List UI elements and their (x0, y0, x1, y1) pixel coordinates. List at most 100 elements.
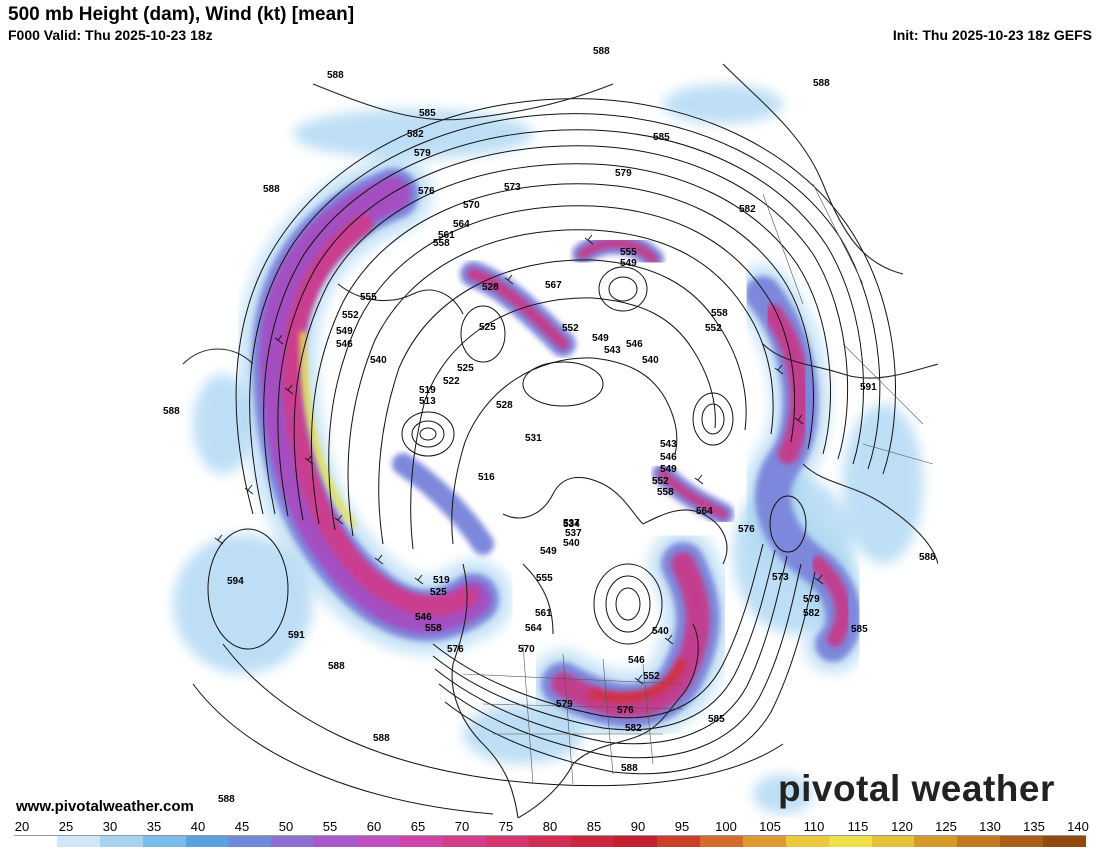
height-label: 588 (919, 552, 936, 563)
colorbar-swatch (185, 836, 229, 847)
map-graphic: 588 588 588 588 588 588 588 588 588 588 … (163, 46, 938, 818)
height-label: 588 (163, 406, 180, 417)
height-label: 540 (370, 355, 387, 366)
colorbar-swatch (442, 836, 486, 847)
colorbar-swatch (871, 836, 915, 847)
height-label: 576 (447, 644, 464, 655)
height-label: 585 (419, 108, 436, 119)
colorbar-swatch (742, 836, 786, 847)
colorbar-tick-label: 95 (674, 819, 690, 834)
colorbar-swatch (142, 836, 186, 847)
height-label: 588 (263, 184, 280, 195)
colorbar-tick-label: 120 (891, 819, 913, 834)
height-label: 537 (565, 528, 582, 539)
colorbar-swatch (271, 836, 315, 847)
height-label: 537 (563, 518, 580, 529)
colorbar-strip (14, 835, 1086, 847)
height-label: 519 (433, 575, 450, 586)
wind-colorbar: 20 25 30 35 40 45 50 55 60 65 70 75 80 85 90 95 100 105 11… (14, 818, 1089, 848)
height-label: 540 (563, 538, 580, 549)
height-contours (192, 98, 896, 815)
height-label: 576 (617, 705, 634, 716)
colorbar-swatch (399, 836, 443, 847)
valid-time: F000 Valid: Thu 2025-10-23 18z (8, 27, 213, 43)
colorbar-swatch (1043, 836, 1086, 847)
jet-stream-europe (733, 264, 874, 674)
colorbar-tick-label: 50 (278, 819, 294, 834)
colorbar-swatch (828, 836, 872, 847)
height-label: 576 (738, 524, 755, 535)
height-label: 591 (288, 630, 305, 641)
colorbar-swatch (571, 836, 615, 847)
map-title: 500 mb Height (dam), Wind (kt) [mean] (8, 4, 355, 25)
colorbar-tick-label: 115 (847, 819, 869, 834)
height-label: 555 (360, 292, 377, 303)
colorbar-tick-label: 20 (14, 819, 30, 834)
height-label: 552 (562, 323, 579, 334)
colorbar-swatch (528, 836, 572, 847)
height-label: 522 (443, 376, 460, 387)
height-label: 546 (626, 339, 643, 350)
colorbar-tick-label: 40 (190, 819, 206, 834)
colorbar-tick-label: 110 (803, 819, 825, 834)
height-label: 570 (518, 644, 535, 655)
height-label: 519 (419, 385, 436, 396)
colorbar-tick-label: 105 (759, 819, 781, 834)
website-url[interactable]: www.pivotalweather.com (16, 798, 194, 815)
colorbar-tick-label: 130 (979, 819, 1001, 834)
colorbar-swatch (700, 836, 743, 847)
height-label: 540 (652, 626, 669, 637)
height-label: 591 (860, 382, 877, 393)
colorbar-labels: 20 25 30 35 40 45 50 55 60 65 70 75 80 85 90 95 100 105 11… (14, 818, 1089, 834)
colorbar-tick-label: 85 (586, 819, 602, 834)
height-label: 558 (711, 308, 728, 319)
colorbar-tick-label: 60 (366, 819, 382, 834)
height-label: 552 (705, 323, 722, 334)
height-label: 561 (438, 230, 455, 241)
height-label: 549 (592, 333, 609, 344)
colorbar-tick-label: 65 (410, 819, 426, 834)
height-label: 555 (620, 247, 637, 258)
height-label: 588 (813, 78, 830, 89)
height-label: 588 (373, 733, 390, 744)
height-label: 513 (419, 396, 436, 407)
height-label: 555 (536, 573, 553, 584)
height-label: 525 (479, 322, 496, 333)
wind-barbs (214, 234, 824, 685)
jet-stream-arctic (392, 232, 734, 555)
height-label: 588 (621, 763, 638, 774)
colorbar-tick-label: 140 (1067, 819, 1089, 834)
height-label: 531 (525, 433, 542, 444)
height-label: 549 (540, 546, 557, 557)
colorbar-tick-label: 30 (102, 819, 118, 834)
state-borders (462, 183, 934, 785)
height-label: 585 (851, 624, 868, 635)
height-label: 582 (625, 723, 642, 734)
colorbar-tick-label: 55 (322, 819, 338, 834)
colorbar-swatch (914, 836, 958, 847)
height-label: 564 (453, 219, 470, 230)
height-label: 558 (433, 238, 450, 249)
height-label: 525 (430, 587, 447, 598)
height-label: 594 (227, 576, 244, 587)
height-label: 528 (496, 400, 513, 411)
height-label: 585 (708, 714, 725, 725)
height-label: 534 (563, 519, 580, 530)
height-label: 543 (604, 345, 621, 356)
height-label: 573 (772, 572, 789, 583)
colorbar-tick-label: 45 (234, 819, 250, 834)
colorbar-swatch (357, 836, 400, 847)
height-label: 546 (415, 612, 432, 623)
height-label: 582 (803, 608, 820, 619)
colorbar-swatch (785, 836, 829, 847)
map-panel[interactable]: 588 588 588 588 588 588 588 588 588 588 … (163, 44, 938, 818)
init-time: Init: Thu 2025-10-23 18z GEFS (892, 27, 1092, 43)
height-label: 576 (418, 186, 435, 197)
colorbar-tick-label: 70 (454, 819, 470, 834)
height-label: 579 (556, 699, 573, 710)
colorbar-swatch (957, 836, 1001, 847)
colorbar-tick-label: 35 (146, 819, 162, 834)
height-label: 561 (535, 608, 552, 619)
height-label: 564 (696, 506, 713, 517)
colorbar-tick-label: 25 (58, 819, 74, 834)
